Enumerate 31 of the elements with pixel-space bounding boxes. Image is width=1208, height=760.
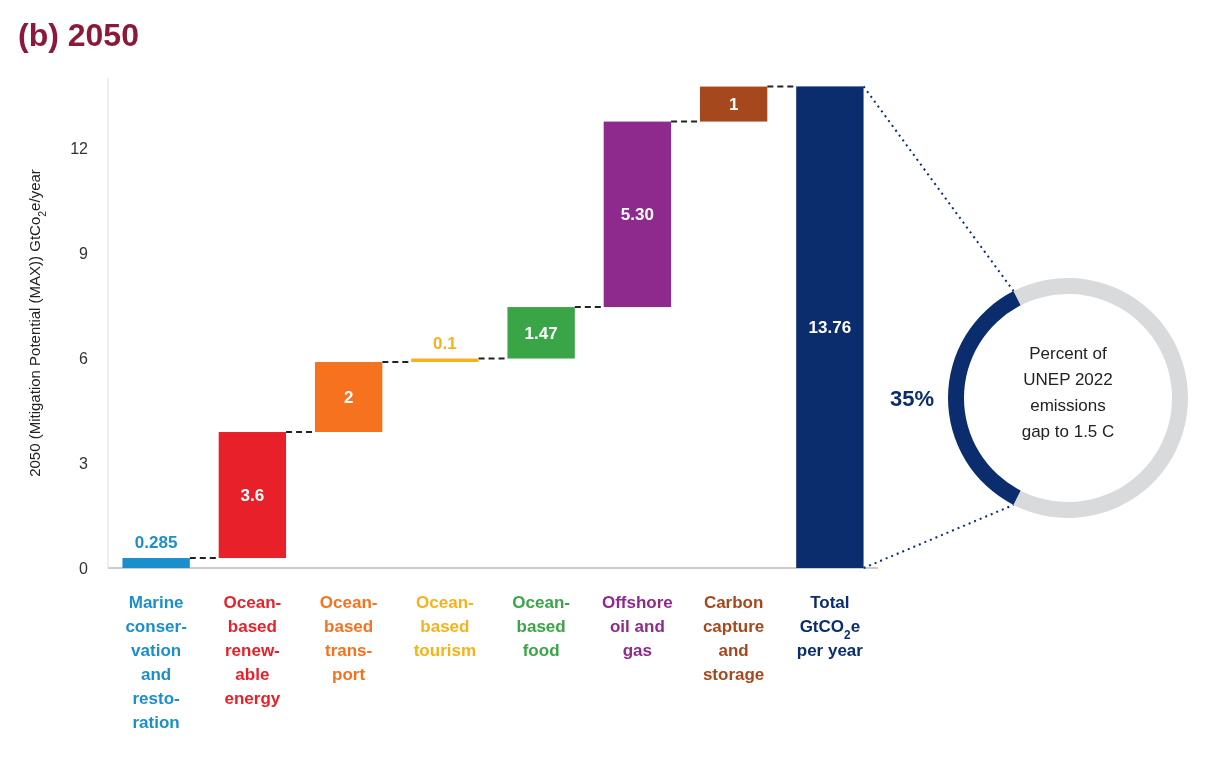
- y-tick-label: 6: [79, 349, 89, 367]
- data-label: 35%: [889, 385, 934, 411]
- bar: [507, 307, 575, 359]
- chart-title: (b) 2050: [18, 17, 139, 53]
- data-label: 3.6: [240, 485, 265, 505]
- data-label: 1: [728, 95, 739, 115]
- bar: [122, 558, 190, 568]
- y-tick-label: 3: [79, 454, 89, 472]
- data-label: 5.30: [620, 205, 654, 225]
- x-tick-label: Total GtCO$_{2}$e per year: [796, 593, 864, 660]
- bar: [603, 121, 672, 308]
- data-label: 1.47: [524, 323, 558, 343]
- data-label: 0.1: [433, 333, 457, 353]
- data-label: 13.76: [808, 318, 852, 338]
- x-tick-label: Offshore oil and gas: [601, 593, 673, 660]
- x-tick-label: Ocean- based renew- able energy: [223, 593, 282, 708]
- data-label: 2: [343, 387, 354, 407]
- bar: [218, 432, 287, 559]
- x-tick-label: Marine conser- vation and resto- ration: [125, 593, 187, 732]
- y-tick-label: 0: [79, 559, 89, 577]
- donut-slice: [1013, 278, 1188, 518]
- x-tick-label: Ocean- based food: [512, 593, 570, 660]
- text: Percent of UNEP 2022 emissions gap to 1.5 C: [1021, 344, 1115, 441]
- bar: [699, 86, 768, 122]
- y-tick-label: 12: [70, 139, 89, 157]
- x-tick-label: Ocean- based tourism: [413, 593, 477, 660]
- x-tick-label: Ocean- based trans- port: [319, 593, 378, 684]
- bar: [314, 362, 383, 433]
- data-label: 0.285: [134, 533, 178, 553]
- x-tick-label: Carbon capture and storage: [702, 593, 765, 684]
- y-tick-label: 9: [79, 244, 89, 262]
